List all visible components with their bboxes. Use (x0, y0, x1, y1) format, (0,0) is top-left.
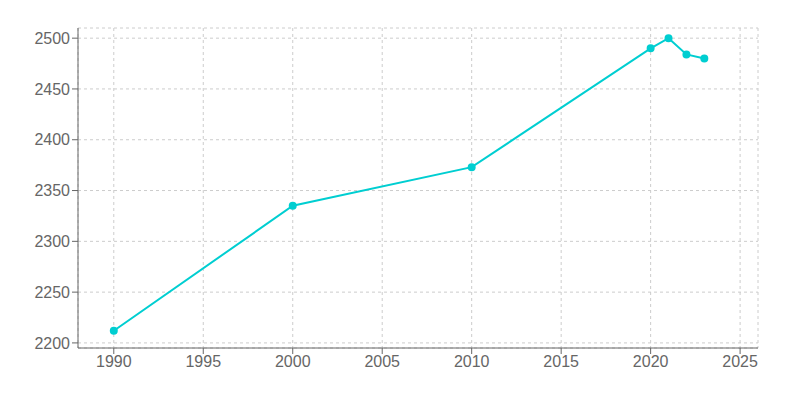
svg-text:1990: 1990 (96, 353, 132, 370)
svg-text:2350: 2350 (34, 182, 70, 199)
svg-text:2020: 2020 (633, 353, 669, 370)
svg-text:1995: 1995 (185, 353, 221, 370)
svg-text:2450: 2450 (34, 81, 70, 98)
svg-text:2015: 2015 (543, 353, 579, 370)
svg-text:2200: 2200 (34, 335, 70, 352)
svg-text:2400: 2400 (34, 131, 70, 148)
svg-text:2010: 2010 (454, 353, 490, 370)
svg-text:2005: 2005 (364, 353, 400, 370)
svg-text:2500: 2500 (34, 30, 70, 47)
svg-text:2025: 2025 (722, 353, 758, 370)
svg-text:2250: 2250 (34, 284, 70, 301)
svg-text:2300: 2300 (34, 233, 70, 250)
svg-text:2000: 2000 (275, 353, 311, 370)
